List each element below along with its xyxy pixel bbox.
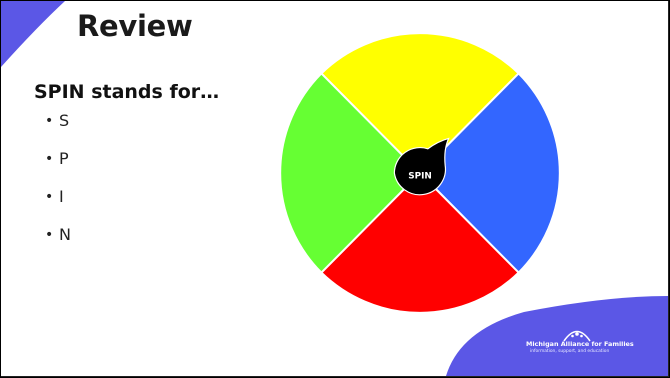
logo-name: Michigan Alliance for Families bbox=[526, 340, 634, 348]
organization-logo: Michigan Alliance for Families informati… bbox=[526, 324, 666, 364]
spin-button[interactable] bbox=[393, 137, 450, 196]
logo-tagline: information, support, and education bbox=[530, 349, 610, 354]
bullet-item: • N bbox=[45, 223, 71, 261]
bullet-glyph: • bbox=[45, 189, 54, 205]
wheel-segment-bottom bbox=[319, 171, 521, 314]
bullet-text: P bbox=[59, 149, 69, 168]
bullet-item: • I bbox=[45, 185, 71, 223]
spin-label: SPIN bbox=[408, 171, 432, 181]
bullet-glyph: • bbox=[45, 227, 54, 243]
bullet-text: S bbox=[59, 111, 70, 130]
corner-decoration-bottom-right bbox=[446, 296, 668, 376]
bullet-glyph: • bbox=[45, 151, 54, 167]
bullet-item: • S bbox=[45, 109, 71, 147]
bullet-item: • P bbox=[45, 147, 71, 185]
bullet-list: • S • P • I • N bbox=[45, 109, 71, 261]
slide-title: Review bbox=[77, 9, 193, 43]
bullet-text: I bbox=[59, 187, 64, 206]
spin-wheel: SPIN bbox=[279, 32, 561, 314]
logo-arc-icon bbox=[563, 330, 591, 342]
bullet-text: N bbox=[59, 225, 71, 244]
wheel-segment-right bbox=[418, 71, 561, 275]
corner-decoration-top-left bbox=[1, 1, 65, 67]
slide-subtitle: SPIN stands for… bbox=[34, 81, 220, 103]
bullet-glyph: • bbox=[45, 113, 54, 129]
wheel-segment-left bbox=[279, 71, 422, 275]
wheel-segment-top bbox=[319, 32, 521, 175]
